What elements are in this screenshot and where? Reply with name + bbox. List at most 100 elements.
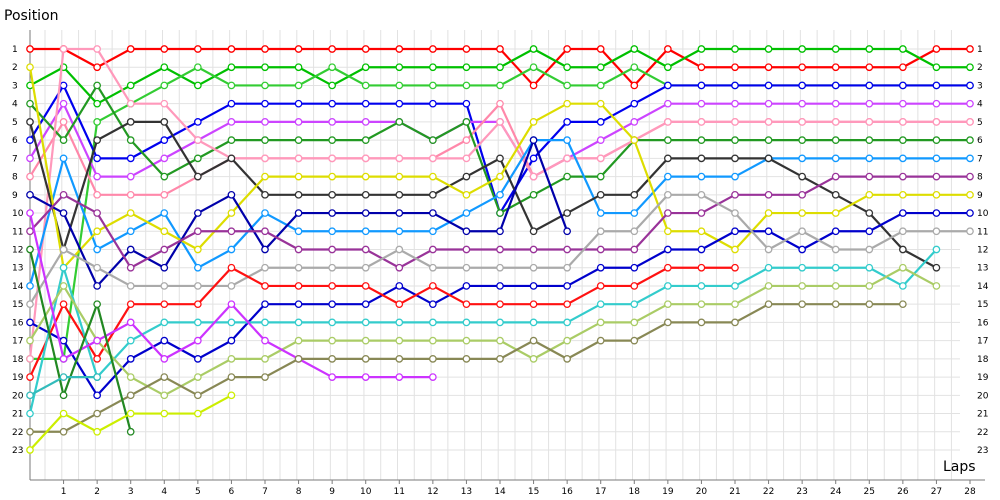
x-tick-label: 20 xyxy=(696,487,708,497)
y-tick-label-right: 16 xyxy=(977,318,989,328)
data-point xyxy=(462,300,471,309)
data-point xyxy=(496,81,504,90)
data-point xyxy=(294,227,303,236)
data-point xyxy=(731,81,739,90)
data-point xyxy=(328,190,336,199)
data-point xyxy=(596,282,605,290)
data-point xyxy=(93,300,101,309)
y-tick-label: 16 xyxy=(12,318,24,328)
data-point xyxy=(328,355,336,363)
data-point xyxy=(294,245,303,254)
data-point xyxy=(664,209,672,217)
data-point xyxy=(563,154,571,163)
x-tick-label: 13 xyxy=(461,487,472,497)
data-point xyxy=(899,99,907,108)
data-point xyxy=(831,300,840,309)
data-point xyxy=(932,99,941,108)
data-point xyxy=(227,282,236,290)
y-tick-label: 19 xyxy=(12,373,24,383)
data-point xyxy=(395,154,404,163)
data-point xyxy=(93,391,101,400)
data-point xyxy=(59,391,68,400)
data-point xyxy=(261,154,269,163)
data-point xyxy=(429,63,437,72)
data-point xyxy=(865,263,874,272)
y-tick-label: 3 xyxy=(12,81,18,91)
data-point xyxy=(831,190,840,199)
data-point xyxy=(899,118,907,126)
data-point xyxy=(93,282,101,290)
data-point xyxy=(395,318,404,327)
data-point xyxy=(328,118,336,126)
data-point xyxy=(697,154,706,163)
data-point xyxy=(429,172,437,181)
data-point xyxy=(227,45,236,53)
data-point xyxy=(429,136,437,144)
data-point xyxy=(764,209,773,217)
data-point xyxy=(731,282,739,290)
data-point xyxy=(395,336,404,345)
data-point xyxy=(596,336,605,345)
data-point xyxy=(462,263,471,272)
data-point xyxy=(563,282,571,290)
data-point xyxy=(563,263,571,272)
data-point xyxy=(932,245,941,254)
data-point xyxy=(361,373,370,381)
data-point xyxy=(160,318,169,327)
data-point xyxy=(966,118,974,126)
data-point xyxy=(194,45,202,53)
data-point xyxy=(462,63,471,72)
data-point xyxy=(831,245,840,254)
data-point xyxy=(194,318,202,327)
data-point xyxy=(798,81,806,90)
data-point xyxy=(227,245,236,254)
data-point xyxy=(630,282,639,290)
data-point xyxy=(294,118,303,126)
data-point xyxy=(395,118,404,126)
data-point xyxy=(496,63,504,72)
data-point xyxy=(798,63,806,72)
x-tick-label: 15 xyxy=(528,487,539,497)
data-point xyxy=(462,154,471,163)
y-tick-label: 2 xyxy=(12,63,18,73)
data-point xyxy=(328,227,336,236)
data-point xyxy=(764,118,773,126)
x-tick-label: 18 xyxy=(629,487,641,497)
data-point xyxy=(462,318,471,327)
y-tick-label-right: 4 xyxy=(977,100,983,110)
data-point xyxy=(462,282,471,290)
x-tick-label: 25 xyxy=(864,487,875,497)
data-point xyxy=(966,136,974,144)
data-point xyxy=(227,227,236,236)
data-point xyxy=(429,300,437,309)
series-12 xyxy=(26,136,571,290)
data-point xyxy=(798,227,806,236)
data-point xyxy=(596,154,605,163)
data-point xyxy=(697,245,706,254)
data-point xyxy=(529,63,538,72)
data-point xyxy=(798,172,806,181)
series-17 xyxy=(26,245,941,418)
data-point xyxy=(160,227,169,236)
data-point xyxy=(764,300,773,309)
data-point xyxy=(831,227,840,236)
data-point xyxy=(865,81,874,90)
data-point xyxy=(563,318,571,327)
data-point xyxy=(798,45,806,53)
data-point xyxy=(328,136,336,144)
data-point xyxy=(59,355,68,363)
data-point xyxy=(328,336,336,345)
data-point xyxy=(831,172,840,181)
data-point xyxy=(227,209,236,217)
data-point xyxy=(731,99,739,108)
data-point xyxy=(596,245,605,254)
data-point xyxy=(126,355,135,363)
data-point xyxy=(496,336,504,345)
data-point xyxy=(294,99,303,108)
data-point xyxy=(596,263,605,272)
data-point xyxy=(361,190,370,199)
data-point xyxy=(529,282,538,290)
y-tick-label: 4 xyxy=(12,100,18,110)
data-point xyxy=(932,190,941,199)
data-point xyxy=(194,391,202,400)
